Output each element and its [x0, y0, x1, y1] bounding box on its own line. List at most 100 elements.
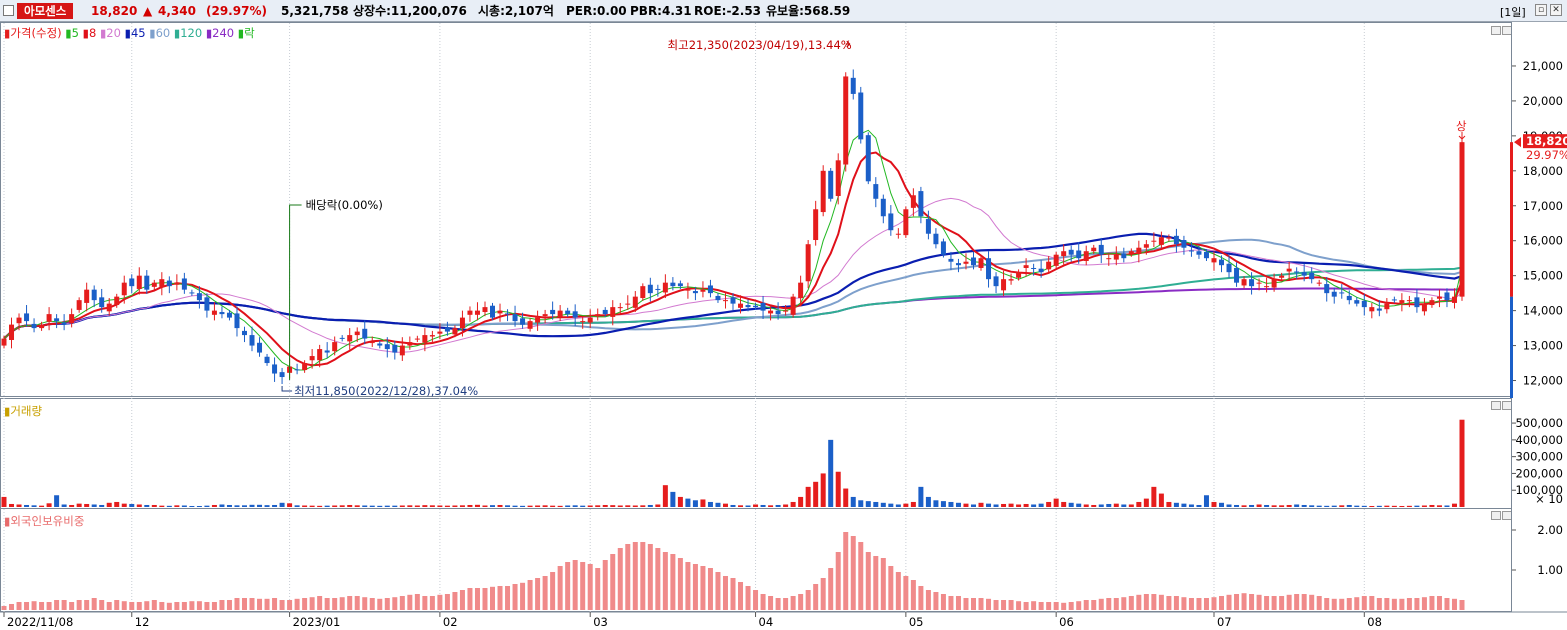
candle-body [1098, 244, 1104, 255]
foreign-bar [858, 542, 864, 610]
foreign-bar [362, 597, 368, 610]
volume-bar [1309, 505, 1315, 507]
volume-bar [565, 505, 571, 507]
foreign-bar [324, 598, 330, 610]
volume-bar [490, 505, 496, 507]
candle-body [1324, 284, 1330, 294]
restore-icon[interactable]: ▫ [1535, 4, 1547, 16]
foreign-bar [16, 602, 22, 610]
volume-bar [1068, 502, 1074, 507]
volume-label[interactable]: 거래량 [10, 404, 43, 418]
market-cap: 시총:2,107억 [478, 4, 554, 18]
foreign-bar [685, 562, 691, 610]
candle-body [1316, 282, 1322, 284]
foreign-bar [1053, 602, 1059, 610]
foreign-bar [1061, 602, 1067, 610]
foreign-bar [106, 602, 112, 610]
foreign-bar [1083, 600, 1089, 610]
candle-body [632, 296, 638, 308]
date-tick-label: 03 [593, 615, 608, 629]
price-legend: ▮가격(수정) ▮5 ▮8 ▮20 ▮45 ▮60 ▮120 ▮240 ▮락 [4, 26, 255, 40]
foreign-bar [226, 600, 232, 610]
candle-body [309, 356, 315, 361]
volume-bar [1294, 504, 1300, 507]
foreign-bar [1181, 597, 1187, 610]
foreign-bar [1429, 596, 1435, 610]
candle-body [1023, 265, 1029, 268]
volume-bar [783, 504, 789, 507]
foreign-bar [955, 596, 961, 610]
stock-name[interactable]: 아모센스 [17, 3, 74, 19]
candle-body [888, 213, 894, 231]
candle-body [925, 219, 931, 234]
volume-panel-min-button[interactable] [1491, 401, 1501, 410]
foreign-bar [204, 602, 210, 610]
foreign-bar [1354, 597, 1360, 610]
foreign-label[interactable]: 외국인보유비중 [10, 514, 85, 528]
candle-body [474, 310, 480, 315]
legend-ma60[interactable]: 60 [155, 26, 171, 40]
foreign-bar [1436, 596, 1442, 610]
volume-bar [557, 505, 563, 507]
volume-bar [136, 504, 142, 507]
candle-body [610, 307, 616, 317]
foreign-bar [1234, 594, 1240, 610]
header-checkbox[interactable] [3, 5, 14, 16]
foreign-bar [843, 532, 849, 610]
candle-body [948, 258, 954, 262]
legend-ma5[interactable]: 5 [71, 26, 79, 40]
foreign-bar [745, 586, 751, 610]
candle-body [241, 330, 247, 336]
volume-bar [895, 504, 901, 507]
legend-ma240[interactable]: 240 [212, 26, 235, 40]
candle-body [1219, 259, 1225, 266]
foreign-bar [572, 560, 578, 610]
low-annotation: 최저11,850(2022/12/28),37.04% [294, 384, 478, 398]
close-icon[interactable]: ✕ [1550, 4, 1562, 16]
trade-volume: 5,321,758 [281, 4, 349, 18]
candle-body [753, 305, 759, 308]
candle-body [444, 327, 450, 332]
volume-bar [39, 505, 45, 507]
legend-ma8[interactable]: 8 [88, 26, 97, 40]
current-price: 18,820 [91, 4, 138, 18]
volume-multiplier: × 10 [1535, 492, 1563, 506]
candle-body [106, 303, 112, 312]
foreign-bar [542, 576, 548, 610]
candle-body [880, 198, 886, 217]
foreign-bar [700, 566, 706, 610]
candle-body [1203, 251, 1209, 259]
legend-fall[interactable]: 락 [244, 26, 255, 40]
foreign-bar [535, 578, 541, 610]
legend-ma20[interactable]: 20 [106, 26, 121, 40]
volume-bar [963, 503, 969, 507]
foreign-bar [895, 572, 901, 610]
foreign-bar [196, 601, 202, 610]
foreign-bar [294, 598, 300, 610]
candle-body [595, 314, 601, 317]
period-selector[interactable]: [1일] [1500, 6, 1526, 19]
foreign-bar [84, 600, 90, 610]
candle-body [798, 282, 804, 299]
legend-ma120[interactable]: 120 [180, 26, 203, 40]
candle-body [602, 309, 608, 315]
volume-bar [234, 505, 240, 507]
volume-bar [1376, 505, 1382, 507]
foreign-panel-min-button[interactable] [1491, 511, 1501, 520]
legend-ma45[interactable]: 45 [130, 26, 146, 40]
candle-body [1173, 235, 1179, 245]
candle-body [407, 342, 413, 346]
volume-bar [1001, 503, 1007, 507]
volume-bar [1279, 505, 1285, 507]
foreign-bar [557, 566, 563, 610]
foreign-bar [1384, 598, 1390, 610]
foreign-bar [1136, 594, 1142, 610]
price-panel-min-button[interactable] [1491, 26, 1501, 35]
volume-bar [384, 505, 390, 507]
candle-body [580, 321, 586, 323]
ma8-line [3, 151, 1463, 367]
candle-body [347, 335, 353, 342]
date-tick-label: 04 [759, 615, 774, 629]
legend-price[interactable]: 가격(수정) [10, 26, 62, 40]
